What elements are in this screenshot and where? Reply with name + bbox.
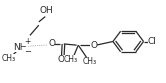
Text: CH₃: CH₃ (64, 55, 78, 64)
Text: NH: NH (13, 43, 27, 52)
Text: −: − (24, 47, 31, 56)
Text: CH₃: CH₃ (2, 54, 16, 63)
Text: OH: OH (39, 6, 53, 15)
Text: O: O (58, 55, 65, 64)
Text: O: O (48, 39, 55, 48)
Text: +: + (24, 37, 30, 46)
Text: CH₃: CH₃ (83, 57, 97, 66)
Text: Cl: Cl (148, 37, 157, 46)
Text: O: O (90, 41, 97, 50)
